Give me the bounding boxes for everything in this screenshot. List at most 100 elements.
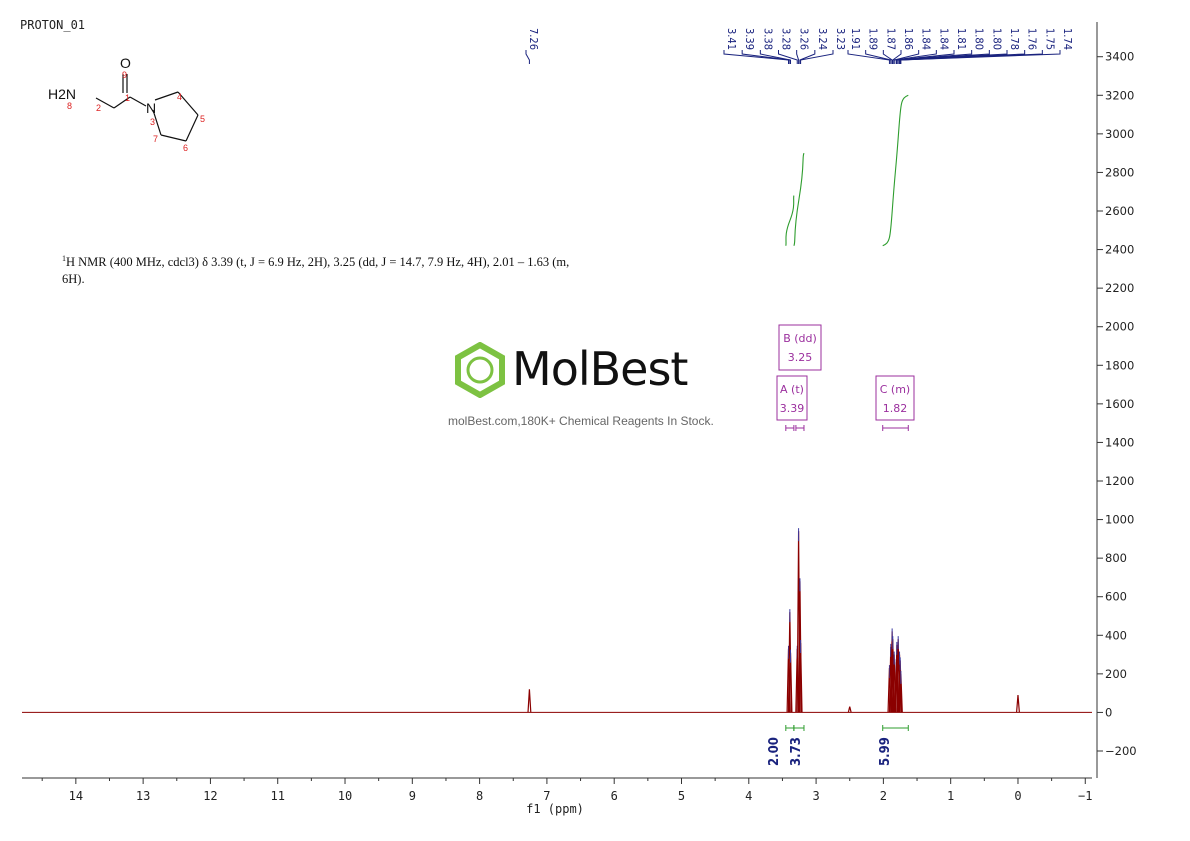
peak-label: 3.26 [798,28,811,50]
atom-num-4: 4 [177,92,182,102]
x-tick-label: 13 [136,789,150,803]
x-tick-label: 5 [678,789,685,803]
peak-label: 1.76 [1026,28,1039,50]
integral-value: 3.73 [789,737,804,766]
peak-label-leader [800,50,834,64]
sample-title: PROTON_01 [20,18,86,32]
peak-label: 1.84 [937,28,950,50]
multiplet-shift: 3.25 [788,351,813,364]
peak-label-leader [525,50,530,64]
atom-H2N: H2N [48,86,76,102]
atom-num-7: 7 [153,134,158,144]
y-tick-label: 1600 [1105,397,1134,411]
peak-label-leader [847,50,890,64]
peak-label: 1.81 [955,28,968,50]
atom-num-1: 1 [125,93,130,103]
y-tick-label: 1000 [1105,513,1134,527]
peak-label-leader [892,50,902,64]
atom-num-8: 8 [67,101,72,111]
peak-label-leader [893,50,937,64]
atom-num-5: 5 [200,114,205,124]
y-tick-label: 800 [1105,551,1127,565]
atom-num-3: 3 [150,117,155,127]
peak-label: 1.80 [990,28,1003,50]
peak-label: 1.91 [849,28,862,50]
multiplet-box [776,375,808,421]
peak-label-leader [778,50,798,64]
y-tick-label: 400 [1105,628,1127,642]
atom-num-6: 6 [183,143,188,153]
atom-O: O [120,55,131,71]
multiplet-shift: 1.82 [883,402,908,415]
y-tick-label: 3400 [1105,50,1134,64]
peak-label: 3.24 [816,28,829,50]
y-tick-label: −200 [1105,744,1137,758]
peak-label: 1.87 [884,28,897,50]
x-tick-label: 11 [270,789,284,803]
peak-label: 1.84 [920,28,933,50]
y-tick-label: 1400 [1105,435,1134,449]
peak-label: 3.38 [761,28,774,50]
peak-label: 3.41 [725,28,738,50]
peak-label-leader [799,50,816,64]
peak-label-leader [796,50,800,64]
peak-label-leader [865,50,892,64]
spectrum-peak [527,689,532,713]
molecule-structure: O 9 1 N 3 H2N 8 2 4 5 6 7 [48,55,205,153]
y-tick-label: 2800 [1105,165,1134,179]
peak-label: 1.80 [973,28,986,50]
y-tick-label: 200 [1105,667,1127,681]
peak-label: 3.23 [834,28,847,50]
peak-label-leader [882,50,893,64]
x-tick-label: 0 [1014,789,1021,803]
nmr-superscript: 1 [62,254,66,263]
peak-label: 1.86 [902,28,915,50]
x-tick-label: 9 [409,789,416,803]
x-tick-label: 1 [947,789,954,803]
y-tick-label: 2000 [1105,320,1134,334]
multiplet-shift: 3.39 [780,402,805,415]
multiplet-name: C (m) [880,383,910,396]
peak-label: 3.28 [780,28,793,50]
y-tick-label: 2600 [1105,204,1134,218]
peak-label: 3.39 [743,28,756,50]
y-tick-label: 600 [1105,590,1127,604]
peak-label-leader [900,50,1061,64]
x-tick-label: 2 [880,789,887,803]
y-tick-label: 1200 [1105,474,1134,488]
peak-label: 1.74 [1061,28,1074,50]
multiplet-name: B (dd) [783,332,817,345]
peak-label: 7.26 [527,28,540,50]
multiplet-box [875,375,915,421]
atom-N: N [146,100,156,116]
spectrum-peak [1015,695,1020,713]
x-tick-label: 14 [69,789,83,803]
nmr-line-2: 6H). [62,272,85,287]
brand-name: MolBest [512,342,688,396]
y-tick-label: 2400 [1105,243,1134,257]
x-tick-label: 3 [812,789,819,803]
y-tick-label: 0 [1105,705,1112,719]
peak-label-leader [741,50,791,64]
atom-num-2: 2 [96,103,101,113]
x-tick-label: 6 [611,789,618,803]
brand-tagline: molBest.com,180K+ Chemical Reagents In S… [448,414,714,428]
molbest-logo: MolBest [452,342,752,402]
x-tick-label: 7 [543,789,550,803]
peak-label-leader [895,50,955,64]
y-tick-label: 3000 [1105,127,1134,141]
integral-curve [882,94,909,247]
integral-value: 5.99 [878,737,893,766]
x-tick-label: −1 [1078,789,1092,803]
y-tick-label: 2200 [1105,281,1134,295]
peak-label-leader [759,50,792,64]
peak-label-leader [723,50,789,64]
hexagon-logo-icon [455,342,505,398]
nmr-line-1: H NMR (400 MHz, cdcl3) δ 3.39 (t, J = 6.… [66,255,570,270]
peak-label: 1.89 [867,28,880,50]
x-tick-label: 10 [338,789,352,803]
integral-curve [785,195,795,246]
integral-value: 2.00 [767,737,782,766]
nmr-description: 1H NMR (400 MHz, cdcl3) δ 3.39 (t, J = 6… [62,250,622,288]
